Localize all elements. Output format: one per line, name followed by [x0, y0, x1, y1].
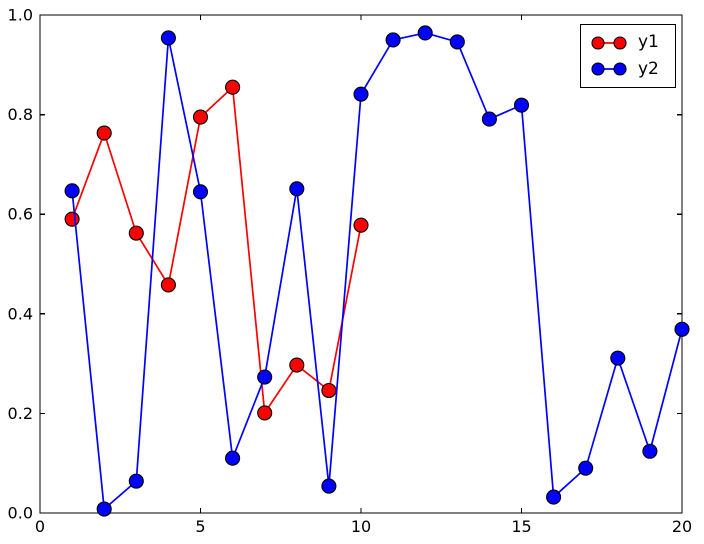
series-y1 [64, 79, 369, 421]
series-y1-marker [160, 277, 176, 293]
series-y1-marker [64, 211, 80, 227]
legend: y1 y2 [580, 24, 676, 88]
y-tick-label: 0.4 [8, 304, 33, 323]
series-y1-marker [257, 405, 273, 421]
x-tick-label: 15 [511, 517, 531, 536]
series-y2-marker [578, 460, 594, 476]
series-y2-marker [449, 34, 465, 50]
series-y2-marker [674, 321, 690, 337]
y-tick-label: 0.6 [8, 205, 33, 224]
series-y2-marker [64, 183, 80, 199]
series-y2-marker [160, 30, 176, 46]
series-y2-marker [257, 369, 273, 385]
series-y2-marker [96, 501, 112, 517]
series-y1-marker [96, 125, 112, 141]
y-tick-label: 1.0 [8, 6, 33, 25]
x-tick-label: 0 [35, 517, 45, 536]
x-tick-label: 20 [672, 517, 692, 536]
series-y1-marker [225, 79, 241, 95]
legend-label-y2: y2 [638, 58, 659, 79]
series-y1-marker [192, 109, 209, 125]
y-tick-label: 0.2 [8, 404, 33, 423]
series-y2-marker [225, 450, 241, 466]
x-tick-label: 5 [195, 517, 205, 536]
series-y2-marker [546, 489, 562, 505]
legend-label-y1: y1 [638, 32, 659, 53]
series-y1-marker [289, 357, 305, 373]
series-y1-line [71, 86, 362, 414]
series-y2-marker [353, 86, 369, 102]
series-y2-marker [417, 25, 433, 41]
y-tick-label: 0.8 [8, 105, 33, 124]
legend-y2-sample-icon [591, 62, 627, 76]
series-y2-marker [513, 97, 530, 113]
series-y2-marker [481, 111, 497, 127]
series-y2-marker [385, 32, 401, 48]
series-y2-marker [321, 478, 337, 494]
series-y2-marker [128, 473, 144, 489]
series-y1-marker [321, 382, 337, 399]
series-y1-marker [128, 225, 144, 241]
series-y2-marker [610, 350, 626, 366]
x-tick-label: 10 [351, 517, 371, 536]
series-y2-marker [192, 184, 209, 200]
series-y2-marker [642, 443, 658, 459]
series-y2-marker [289, 181, 305, 197]
y-tick-label: 0.0 [8, 504, 33, 523]
legend-entry-y2: y2 [589, 60, 675, 78]
legend-y1-sample-icon [591, 36, 627, 50]
series-y1-marker [353, 217, 369, 233]
legend-entry-y1: y1 [589, 34, 675, 52]
series-y2 [64, 25, 690, 517]
series-y2-line [71, 32, 683, 510]
